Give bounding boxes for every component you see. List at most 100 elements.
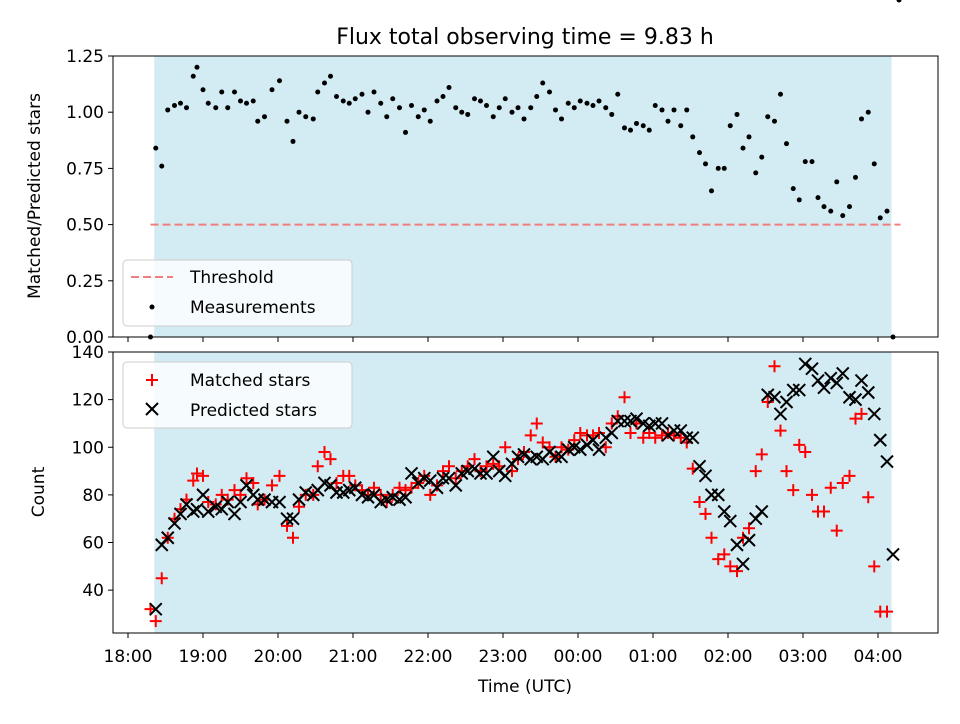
top-y-tick-label: 1.00 [66, 103, 104, 123]
bottom-y-tick-label: 120 [72, 391, 104, 411]
predicted-star-point [730, 538, 744, 552]
measurement-point [565, 100, 571, 106]
measurement-point [384, 114, 390, 120]
matched-star-point [693, 496, 706, 509]
measurement-point [232, 89, 237, 95]
matched-star-point [862, 491, 875, 504]
measurement-point [269, 87, 275, 93]
measurement-point [590, 102, 596, 108]
measurement-point [727, 123, 733, 129]
predicted-star-point [848, 392, 863, 407]
measurement-point [871, 161, 877, 167]
measurement-point [609, 111, 615, 117]
predicted-star-point [711, 488, 725, 502]
matched-star-point [197, 469, 209, 482]
measurement-point [740, 145, 746, 151]
chart-title: Flux total observing time = 9.83 h [336, 25, 714, 50]
measurement-point [521, 116, 527, 122]
measurement-point [453, 105, 459, 111]
measurement-point [277, 78, 282, 84]
measurement-point [472, 96, 477, 102]
measurement-point [821, 204, 827, 210]
predicted-star-point [836, 366, 850, 381]
predicted-star-point [479, 466, 494, 481]
matched-star-point [843, 469, 856, 482]
measurement-point [190, 73, 196, 79]
measurement-point [853, 174, 858, 180]
measurement-point [778, 91, 783, 97]
matched-star-point [774, 424, 787, 437]
predicted-star-point [498, 469, 512, 483]
predicted-star-point [517, 447, 531, 462]
measurement-point [371, 89, 377, 95]
predicted-star-point [286, 511, 300, 526]
bottom-y-tick-label: 40 [82, 581, 104, 601]
matched-star-point [705, 531, 718, 544]
measurement-point [859, 116, 864, 122]
legend-predicted-swatch [145, 402, 159, 416]
predicted-star-point [161, 531, 175, 545]
matched-star-point [806, 488, 818, 501]
predicted-star-point [817, 381, 831, 395]
matched-star-point [881, 605, 893, 618]
measurement-point [690, 134, 696, 140]
bottom-panel-frame [112, 351, 939, 634]
matched-star-point [656, 429, 668, 442]
predicted-star-point [617, 414, 632, 428]
predicted-star-point [686, 431, 700, 445]
predicted-star-point [798, 357, 812, 371]
measurement-point [219, 89, 225, 95]
measurement-point [478, 98, 483, 104]
measurement-point [315, 89, 321, 95]
legend-predicted-label: Predicted stars [190, 401, 317, 421]
measurement-point [328, 73, 333, 79]
measurement-point [528, 105, 534, 111]
measurement-point [322, 80, 327, 86]
matched-star-point [761, 396, 774, 409]
measurement-point [715, 165, 721, 171]
matched-star-point [793, 438, 806, 451]
measurement-point [540, 80, 546, 86]
measurement-point [815, 195, 821, 201]
measurement-point [165, 107, 171, 113]
measurement-point [709, 188, 714, 194]
measurement-point [671, 107, 677, 113]
bottom-y-tick-label: 80 [82, 486, 104, 506]
legend-matched-label: Matched stars [190, 371, 310, 391]
top-y-tick-label: 0.75 [66, 159, 104, 179]
predicted-star-point [227, 507, 242, 521]
matched-star-point [699, 507, 712, 520]
measurement-point [194, 64, 200, 70]
matched-star-point [431, 479, 443, 492]
predicted-star-point [221, 495, 235, 509]
measurement-point [884, 208, 890, 214]
measurement-point [577, 98, 583, 104]
top-panel: 0.00 0.25 0.50 0.75 1.00 1.25 Matched/Predict… [25, 0, 939, 348]
bottom-y-axis-label: Count [29, 466, 49, 517]
measurement-point [159, 163, 165, 169]
measurement-point [250, 98, 256, 104]
predicted-star-point [805, 361, 819, 376]
measurement-point [409, 102, 414, 108]
measurement-point [559, 116, 564, 122]
matched-star-point [287, 531, 299, 544]
measurement-point [421, 107, 427, 113]
measurement-point [427, 118, 433, 124]
measurement-point [865, 109, 871, 115]
predicted-star-point [280, 511, 294, 526]
predicted-star-point [698, 469, 713, 483]
measurement-point [721, 165, 727, 171]
bottom-x-axis: 18:00 19:00 20:00 21:00 22:00 23:00 00:00 01:00… [104, 633, 903, 667]
measurement-point [390, 96, 396, 102]
predicted-star-point [742, 533, 756, 547]
measurement-point [678, 123, 684, 129]
predicted-star-point [449, 478, 463, 493]
measurement-point [571, 105, 577, 111]
matched-star-point [824, 481, 837, 494]
top-panel-frame [112, 55, 939, 338]
predicted-star-point [605, 426, 619, 440]
x-tick-label: 22:00 [404, 647, 453, 667]
measurement-point [213, 105, 219, 111]
measurement-point [659, 107, 665, 113]
predicted-star-point [792, 383, 806, 397]
